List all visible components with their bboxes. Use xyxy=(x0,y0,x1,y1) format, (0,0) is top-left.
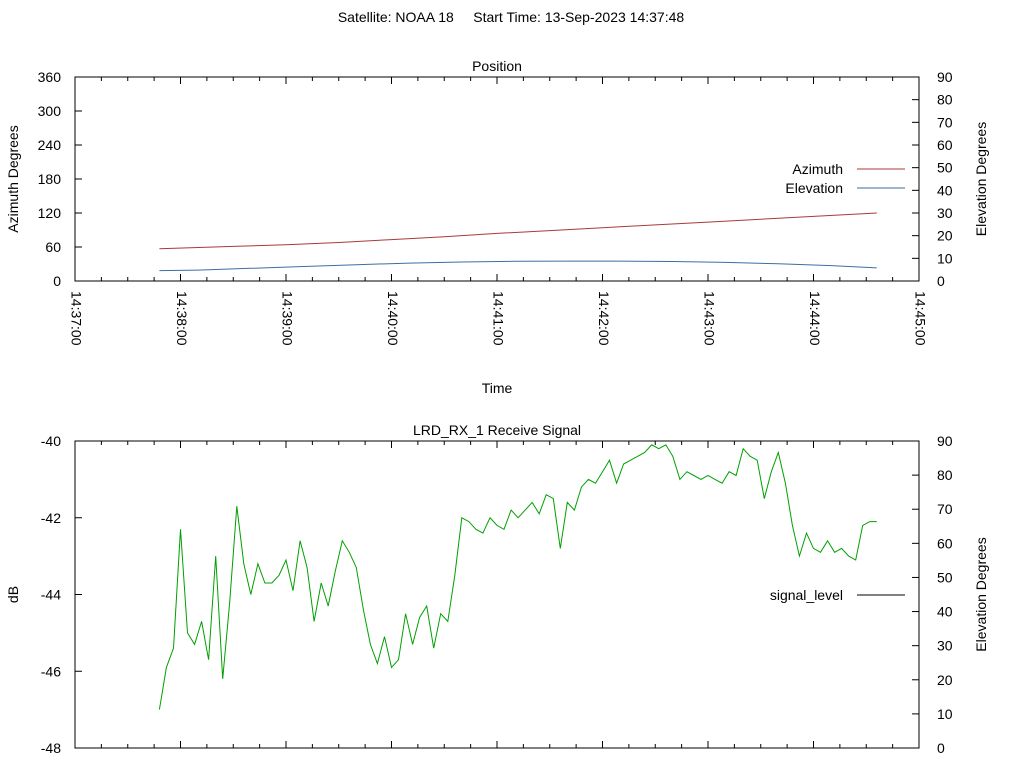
chart-2-legend-label: signal_level xyxy=(770,587,843,603)
chart-1-legend-label: Elevation xyxy=(785,180,843,196)
chart-2-title: LRD_RX_1 Receive Signal xyxy=(413,422,581,438)
chart-1-x-tick-label: 14:40:00 xyxy=(385,291,401,346)
chart-2-y2-tick-label: 30 xyxy=(937,638,953,654)
chart-1-x-axis-label: Time xyxy=(482,380,513,396)
chart-1-y2-tick-label: 20 xyxy=(937,228,953,244)
chart-2-y2-tick-label: 40 xyxy=(937,604,953,620)
chart-1-series-azimuth-line xyxy=(159,212,877,250)
chart-2-y-tick-label: -48 xyxy=(41,740,61,756)
chart-2-y2-tick-label: 50 xyxy=(937,569,953,585)
chart-1-x-tick-label: 14:38:00 xyxy=(174,291,190,346)
chart-2-y-axis-label: dB xyxy=(5,586,21,603)
chart-1-series-elevation-line xyxy=(159,260,877,272)
chart-1-y2-tick-label: 40 xyxy=(937,182,953,198)
chart-1-y-axis-label: Azimuth Degrees xyxy=(5,125,21,232)
chart-1-y2-tick-label: 30 xyxy=(937,205,953,221)
chart-1-x-tick-label: 14:37:00 xyxy=(68,291,84,346)
chart-2-y2-tick-label: 70 xyxy=(937,501,953,517)
chart-1-x-tick-label: 14:41:00 xyxy=(490,291,506,346)
chart-1-y-tick-label: 0 xyxy=(53,273,61,289)
chart-1-x-tick-label: 14:44:00 xyxy=(807,291,823,346)
chart-1-y-tick-label: 240 xyxy=(38,137,62,153)
chart-2-y2-tick-label: 0 xyxy=(937,740,945,756)
chart-1-y2-axis-label: Elevation Degrees xyxy=(973,122,989,236)
chart-1-x-tick-label: 14:45:00 xyxy=(912,291,928,346)
chart-1-x-tick-label: 14:43:00 xyxy=(701,291,717,346)
chart-2-y2-tick-label: 80 xyxy=(937,467,953,483)
chart-1-x-tick-label: 14:39:00 xyxy=(279,291,295,346)
chart-1-y2-tick-label: 80 xyxy=(937,92,953,108)
chart-1-y-tick-label: 120 xyxy=(38,205,62,221)
chart-2-y2-tick-label: 10 xyxy=(937,706,953,722)
chart-1-title: Position xyxy=(472,58,522,74)
chart-1-frame xyxy=(74,76,920,282)
page-title: Satellite: NOAA 18 Start Time: 13-Sep-20… xyxy=(338,9,685,25)
chart-2-y-tick-label: -42 xyxy=(41,510,61,526)
chart-2-y-tick-label: -46 xyxy=(41,663,61,679)
chart-1-y2-tick-label: 50 xyxy=(937,160,953,176)
chart-2-y2-tick-label: 90 xyxy=(937,433,953,449)
chart-2-y2-tick-label: 60 xyxy=(937,535,953,551)
chart-1-x-tick-label: 14:42:00 xyxy=(596,291,612,346)
chart-1-y-tick-label: 60 xyxy=(45,239,61,255)
chart-1-y2-tick-label: 90 xyxy=(937,69,953,85)
chart-1-y2-tick-label: 10 xyxy=(937,250,953,266)
chart-1-y2-tick-label: 60 xyxy=(937,137,953,153)
chart-1-y-tick-label: 300 xyxy=(38,103,62,119)
chart-1-y-tick-label: 360 xyxy=(38,69,62,85)
chart-2-y2-tick-label: 20 xyxy=(937,672,953,688)
chart-2-y2-axis-label: Elevation Degrees xyxy=(973,537,989,651)
chart-2-series-signal-level-line xyxy=(158,444,877,710)
chart-1-y2-tick-label: 70 xyxy=(937,114,953,130)
chart-1-y-tick-label: 180 xyxy=(38,171,62,187)
chart-2-y-tick-label: -44 xyxy=(41,587,61,603)
chart-1-y2-tick-label: 0 xyxy=(937,273,945,289)
chart-1-legend-label: Azimuth xyxy=(792,161,843,177)
chart-2-y-tick-label: -40 xyxy=(41,433,61,449)
